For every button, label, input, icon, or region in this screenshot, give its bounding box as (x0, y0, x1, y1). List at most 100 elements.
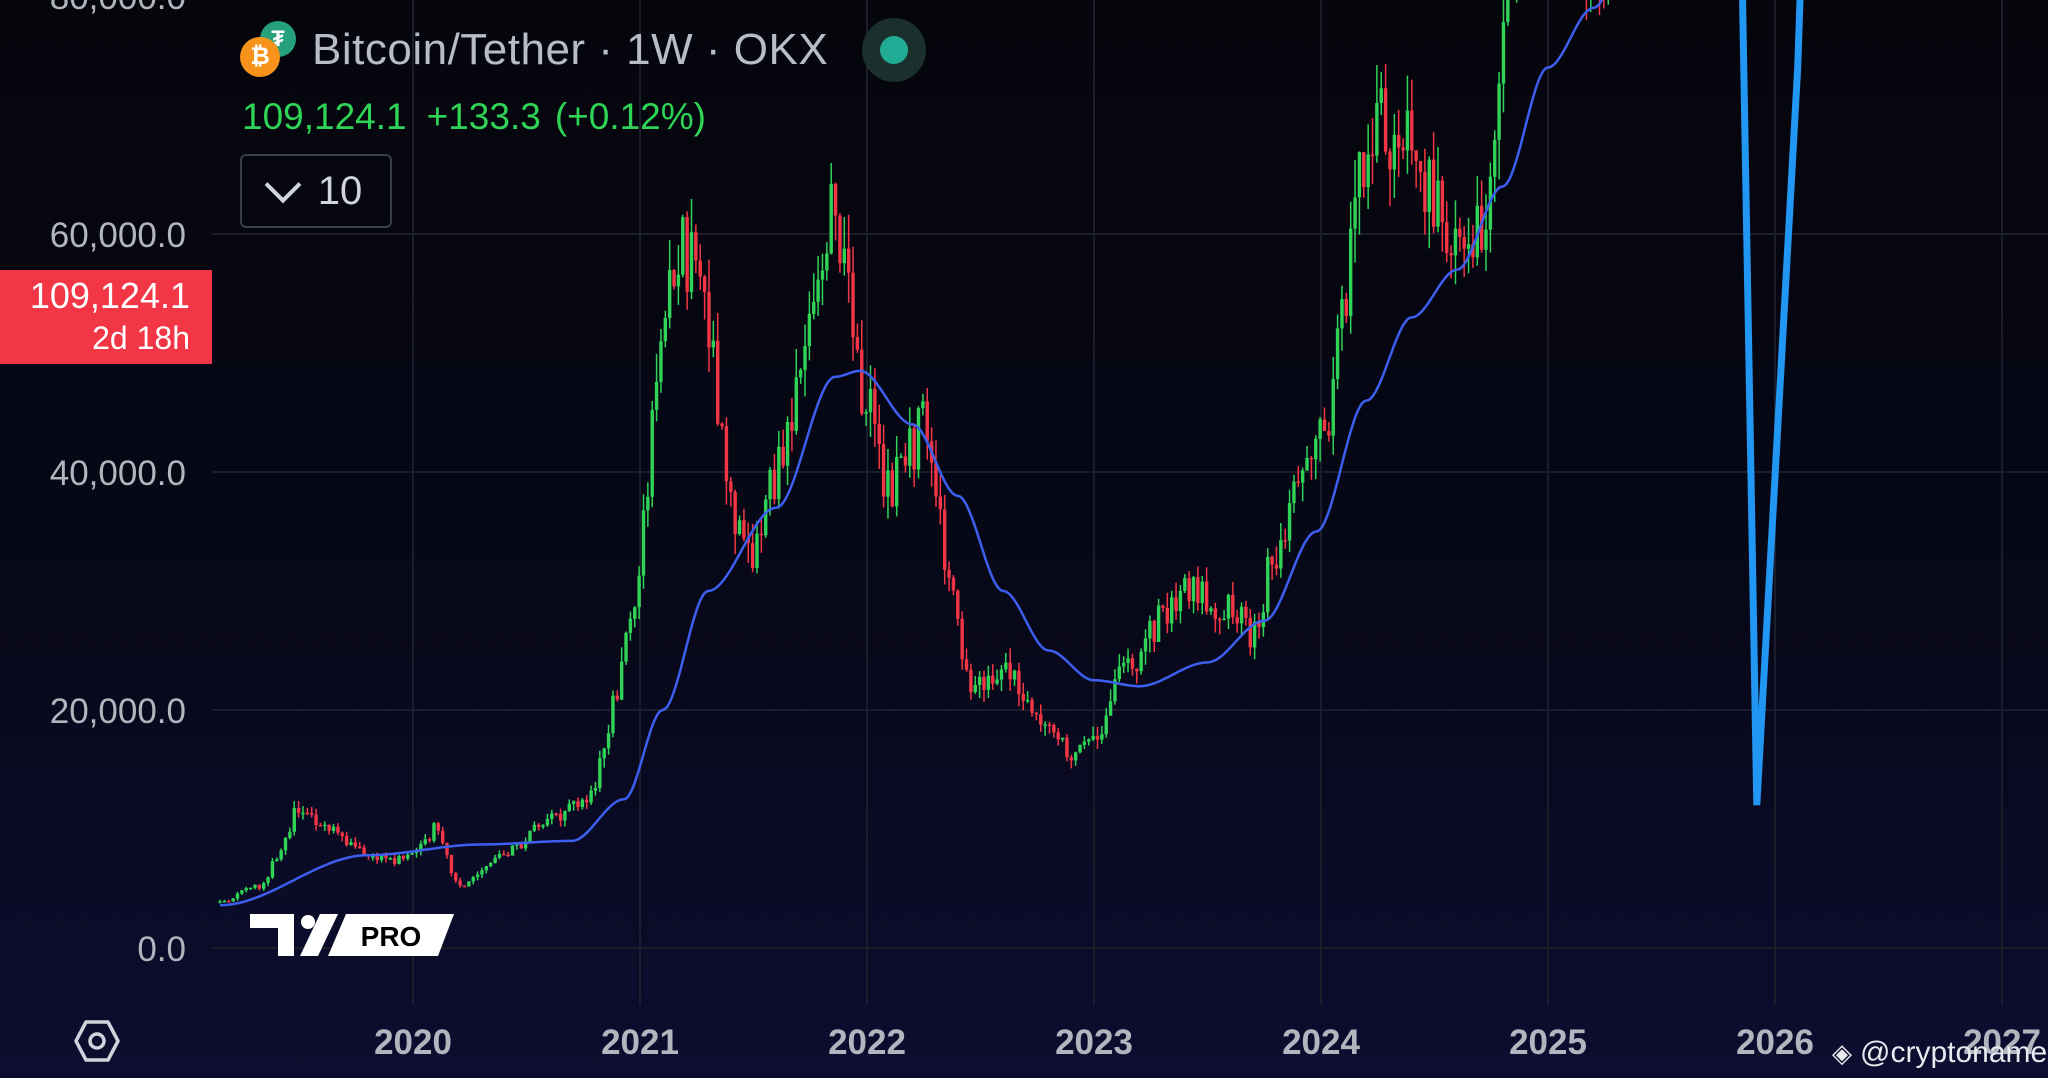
candle-body (449, 854, 454, 874)
candle-body (1357, 152, 1362, 198)
indicators-toggle-button[interactable]: 10 (240, 154, 392, 228)
candle-body (1431, 159, 1436, 227)
candle-body (1445, 222, 1449, 254)
candle-body (886, 470, 890, 497)
candle-body (1143, 638, 1148, 652)
candle-body (423, 839, 427, 844)
candle-body (1004, 662, 1008, 670)
candle-body (253, 884, 257, 888)
candle-body (1231, 594, 1235, 618)
candle-body (720, 423, 724, 427)
candle-body (458, 880, 462, 886)
projection-path (1739, 0, 1804, 806)
candle-body (999, 669, 1004, 680)
bitcoin-coin-icon: ₿ (240, 37, 280, 77)
candle-body (1410, 110, 1414, 151)
candle-body (1388, 151, 1392, 170)
candle-body (846, 248, 851, 273)
candle-body (1039, 714, 1043, 725)
candle-body (1196, 577, 1200, 604)
y-axis-tick-label: 80,000.0 (50, 0, 186, 17)
logo-text: PRO (361, 921, 422, 952)
candle-body (318, 825, 323, 827)
candle-body (462, 885, 467, 887)
candle-body (550, 813, 554, 819)
candle-body (611, 695, 615, 734)
candle-body (1235, 617, 1239, 624)
candle-body (1047, 724, 1052, 726)
candle-body (270, 861, 275, 878)
candle-body (502, 853, 506, 856)
candle-body (973, 685, 977, 693)
candle-body (471, 877, 475, 882)
candle-body (593, 787, 598, 791)
candle-body (1239, 606, 1244, 624)
candle-body (392, 858, 397, 864)
candle-body (1344, 299, 1349, 317)
candle-body (222, 901, 227, 903)
candle-body (1287, 503, 1292, 541)
candle-body (1314, 438, 1318, 460)
candle-body (768, 469, 772, 500)
candle-body (1170, 597, 1174, 624)
candle-body (1213, 608, 1218, 619)
candle-body (1458, 228, 1462, 237)
candle-body (1226, 594, 1231, 619)
candle-body (1069, 757, 1073, 761)
candle-body (1475, 205, 1479, 258)
candle-body (563, 810, 567, 821)
candle-body (781, 446, 785, 466)
candle-body (1052, 724, 1056, 733)
candle-body (576, 801, 580, 808)
candle-body (838, 215, 842, 264)
candle-body (785, 421, 790, 466)
market-status-dot-icon[interactable] (862, 18, 927, 82)
candle-body (484, 866, 489, 871)
candle-body (938, 496, 943, 510)
candle-body (1121, 662, 1126, 667)
settings-gear-icon[interactable] (74, 1018, 120, 1064)
candle-body (908, 428, 912, 466)
candle-body (1012, 670, 1017, 680)
candle-body (982, 676, 986, 690)
candle-body (227, 901, 231, 903)
price-change-percent: (+0.12%) (554, 96, 706, 137)
candle-body (336, 826, 340, 833)
candle-body (384, 854, 388, 859)
grid-lines (212, 0, 2048, 1005)
candle-body (1436, 180, 1440, 227)
price-change: +133.3 (426, 96, 541, 137)
candle-body (1244, 606, 1248, 618)
candle-body (240, 890, 244, 894)
candle-body (1392, 134, 1397, 170)
candle-body (764, 499, 768, 536)
candle-body (606, 733, 611, 749)
candle-body (580, 799, 585, 808)
candle-body (995, 679, 999, 684)
candle-body (1423, 172, 1427, 212)
candle-body (912, 428, 916, 470)
candle-body (248, 887, 253, 890)
candle-body (650, 409, 654, 497)
candle-body (401, 855, 406, 859)
candle-body (864, 412, 868, 414)
candle-body (711, 340, 716, 348)
candle-body (598, 758, 602, 788)
candle-body (1401, 147, 1405, 151)
candle-body (554, 813, 558, 815)
x-axis-tick-label: 2022 (828, 1023, 906, 1062)
candle-body (1130, 658, 1135, 669)
symbol-title[interactable]: Bitcoin/Tether · 1W · OKX (312, 25, 829, 74)
tradingview-logo-icon: PRO (250, 914, 454, 956)
candle-body (737, 520, 742, 535)
candle-body (1453, 228, 1458, 256)
candle-body (467, 881, 471, 887)
candle-body (436, 823, 441, 831)
candle-body (1370, 154, 1375, 156)
candle-body (707, 291, 711, 348)
candle-body (454, 873, 458, 881)
candle-body (1043, 724, 1047, 726)
candle-body (899, 456, 903, 458)
candle-body (1025, 699, 1030, 702)
